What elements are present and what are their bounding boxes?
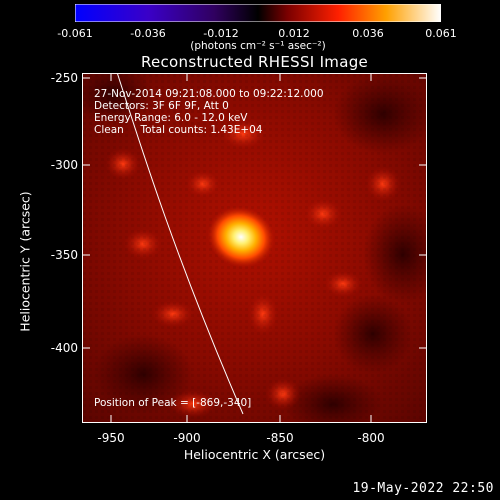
x-tick-label: -850 (266, 431, 294, 445)
y-tick-label: -400 (50, 341, 78, 355)
colorbar-tick-4: 0.012 (278, 27, 310, 40)
y-tick-label: -350 (50, 248, 78, 262)
rhessi-image (82, 73, 427, 423)
info-energy-range: Energy Range: 6.0 - 12.0 keV (94, 112, 248, 124)
x-axis-label: Heliocentric X (arcsec) (183, 447, 326, 462)
y-axis-label: Heliocentric Y (arcsec) (17, 191, 33, 332)
colorbar (75, 4, 441, 22)
rhessi-image-canvas (83, 74, 426, 422)
colorbar-tick-2: -0.036 (130, 27, 166, 40)
info-time-range: 27-Nov-2014 09:21:08.000 to 09:22:12.000 (94, 88, 324, 100)
colorbar-tick-5: 0.036 (352, 27, 384, 40)
colorbar-tick-1: -0.061 (57, 27, 93, 40)
axis-ticks (82, 73, 427, 423)
colorbar-units: (photons cm⁻² s⁻¹ asec⁻²) (190, 40, 326, 52)
plot-title: Reconstructed RHESSI Image (140, 53, 369, 71)
info-detectors: Detectors: 3F 6F 9F, Att 0 (94, 100, 229, 112)
colorbar-tick-6: 0.061 (425, 27, 457, 40)
info-counts: Clean Total counts: 1.43E+04 (94, 124, 263, 136)
plot-timestamp: 19-May-2022 22:50 (352, 481, 494, 496)
x-tick-label: -900 (173, 431, 201, 445)
x-tick-label: -800 (357, 431, 385, 445)
x-tick-label: -950 (97, 431, 125, 445)
y-tick-label: -300 (50, 158, 78, 172)
y-tick-label: -250 (50, 71, 78, 85)
colorbar-tick-3: -0.012 (203, 27, 239, 40)
peak-position: Position of Peak = [-869,-340] (94, 397, 252, 409)
